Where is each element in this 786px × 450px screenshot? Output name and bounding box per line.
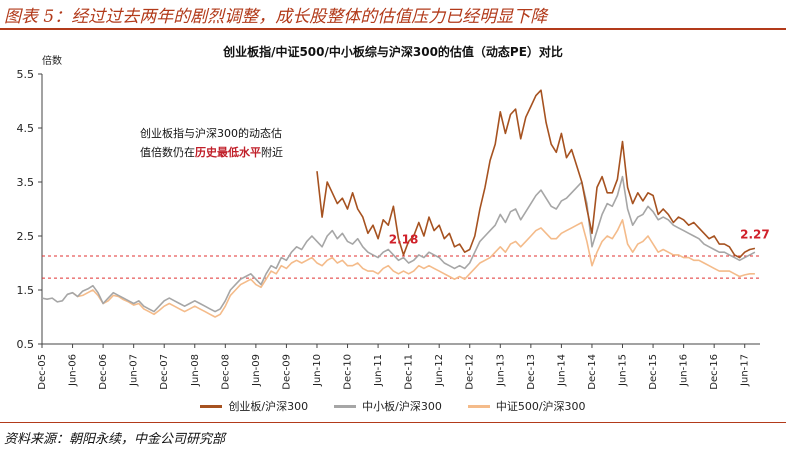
source-note: 资料来源：朝阳永续，中金公司研究部 bbox=[4, 432, 226, 447]
legend-label-sme: 中小板/沪深300 bbox=[362, 400, 442, 413]
annotation-highlight: 历史最低水平 bbox=[195, 146, 261, 159]
x-tick-label: Dec-14 bbox=[587, 354, 598, 390]
x-tick-label: Jun-07 bbox=[129, 354, 140, 387]
legend-label-csi500: 中证500/沪深300 bbox=[495, 400, 586, 413]
legend-swatch-csi500 bbox=[467, 404, 490, 408]
chart-legend: 创业板/沪深300 中小板/沪深300 中证500/沪深300 bbox=[0, 398, 786, 414]
x-tick-label: Dec-07 bbox=[159, 354, 170, 390]
y-tick-label: 5.5 bbox=[17, 68, 35, 81]
x-tick-label: Dec-09 bbox=[281, 354, 292, 390]
x-tick-label: Jun-15 bbox=[618, 354, 629, 387]
series-line-csi500 bbox=[72, 219, 755, 318]
legend-item-csi500: 中证500/沪深300 bbox=[467, 398, 586, 414]
chart-title: 创业板指/中证500/中小板综与沪深300的估值（动态PE）对比 bbox=[223, 45, 563, 59]
y-tick-label: 3.5 bbox=[17, 176, 35, 189]
x-tick-label: Jun-10 bbox=[312, 354, 323, 387]
legend-item-chinext: 创业板/沪深300 bbox=[200, 398, 308, 414]
annotation-text-c: 附近 bbox=[261, 146, 283, 159]
x-tick-label: Jun-13 bbox=[495, 354, 506, 387]
chart-annotation: 创业板指与沪深300的动态估 值倍数仍在历史最低水平附近 bbox=[140, 124, 310, 162]
x-tick-label: Dec-10 bbox=[343, 354, 354, 390]
x-tick-label: Dec-11 bbox=[404, 354, 415, 390]
legend-swatch-chinext bbox=[200, 404, 223, 408]
y-tick-label: 4.5 bbox=[17, 122, 35, 135]
x-tick-label: Jun-17 bbox=[740, 354, 751, 387]
legend-swatch-sme bbox=[334, 404, 357, 408]
x-tick-label: Dec-08 bbox=[220, 354, 231, 390]
x-tick-label: Jun-09 bbox=[251, 354, 262, 387]
annotation-text-a: 值倍数仍在 bbox=[140, 146, 195, 159]
y-tick-label: 1.5 bbox=[17, 284, 35, 297]
x-tick-label: Jun-08 bbox=[190, 354, 201, 387]
x-tick-label: Dec-06 bbox=[98, 354, 109, 390]
y-tick-label: 0.5 bbox=[17, 338, 35, 351]
x-tick-label: Dec-15 bbox=[648, 354, 659, 390]
legend-item-sme: 中小板/沪深300 bbox=[334, 398, 442, 414]
data-label: 2.18 bbox=[389, 232, 419, 246]
y-axis-unit: 倍数 bbox=[42, 56, 62, 67]
x-tick-label: Dec-16 bbox=[709, 354, 720, 390]
x-tick-label: Dec-12 bbox=[465, 354, 476, 390]
figure-title: 图表 5：经过过去两年的剧烈调整，成长股整体的估值压力已经明显下降 bbox=[4, 7, 548, 27]
x-tick-label: Dec-13 bbox=[526, 354, 537, 390]
series-line-chinext bbox=[316, 89, 756, 259]
x-tick-label: Jun-06 bbox=[68, 354, 79, 387]
x-tick-label: Dec-05 bbox=[37, 354, 48, 390]
legend-label-chinext: 创业板/沪深300 bbox=[228, 400, 309, 413]
title-divider bbox=[0, 28, 786, 30]
x-tick-label: Jun-11 bbox=[373, 354, 384, 387]
y-tick-label: 2.5 bbox=[17, 230, 35, 243]
data-label: 2.27 bbox=[740, 227, 770, 241]
x-tick-label: Jun-14 bbox=[556, 354, 567, 387]
x-tick-label: Jun-16 bbox=[679, 354, 690, 387]
series-line-sme bbox=[41, 175, 756, 313]
annotation-line-1: 创业板指与沪深300的动态估 bbox=[140, 127, 282, 140]
annotation-line-2: 值倍数仍在历史最低水平附近 bbox=[140, 143, 310, 162]
x-tick-label: Jun-12 bbox=[434, 354, 445, 387]
source-divider bbox=[0, 422, 786, 423]
